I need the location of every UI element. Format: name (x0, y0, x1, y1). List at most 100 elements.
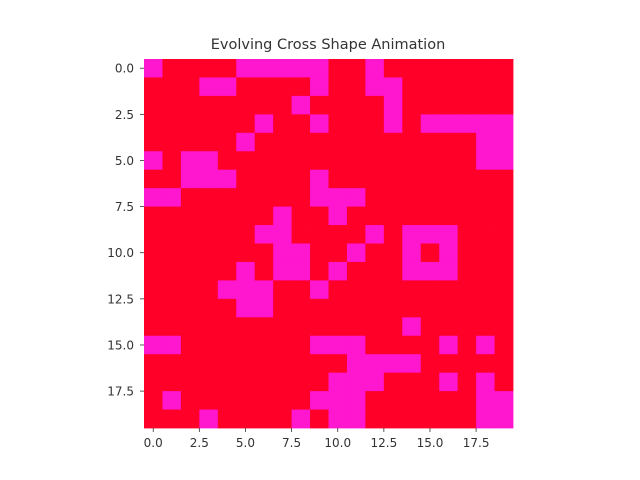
heatmap-cell (346, 169, 366, 189)
heatmap-cell (328, 95, 348, 115)
heatmap-cell (291, 95, 311, 115)
heatmap-cell (457, 169, 477, 189)
heatmap-cell (420, 59, 440, 78)
heatmap-cell (217, 354, 237, 374)
heatmap-cell (439, 280, 459, 300)
heatmap-cell (162, 169, 182, 189)
heatmap-cell (310, 280, 329, 300)
heatmap-cell (494, 132, 514, 152)
heatmap-cell (494, 169, 514, 189)
heatmap-cell (199, 335, 219, 355)
heatmap-cell (402, 225, 422, 244)
heatmap-cell (199, 151, 219, 171)
heatmap-cell (273, 261, 292, 281)
heatmap-cell (476, 206, 495, 226)
heatmap-cell (365, 225, 385, 244)
heatmap-cell (310, 409, 329, 429)
heatmap-cell (328, 169, 348, 189)
heatmap-cell (291, 372, 311, 392)
heatmap-cell (254, 391, 274, 410)
heatmap-cell (236, 132, 256, 152)
heatmap-cell (144, 298, 163, 318)
heatmap-cell (328, 77, 348, 97)
heatmap-cell (180, 280, 200, 300)
heatmap-cell (420, 280, 440, 300)
heatmap-cell (291, 391, 311, 410)
heatmap-cell (144, 391, 163, 410)
heatmap-cell (402, 391, 422, 410)
heatmap-cell (291, 225, 311, 244)
heatmap-cell (254, 280, 274, 300)
heatmap-cell (402, 354, 422, 374)
heatmap-cell (402, 409, 422, 429)
heatmap-cell (402, 298, 422, 318)
heatmap-cell (217, 243, 237, 263)
heatmap-cell (162, 95, 182, 115)
heatmap-cell (439, 132, 459, 152)
heatmap-cell (217, 151, 237, 171)
heatmap-cell (494, 335, 514, 355)
heatmap-cell (180, 243, 200, 263)
heatmap-cell (328, 372, 348, 392)
heatmap-cell (383, 169, 403, 189)
heatmap-cell (254, 261, 274, 281)
heatmap-cell (310, 335, 329, 355)
heatmap-cell (476, 114, 495, 134)
heatmap-cell (328, 225, 348, 244)
heatmap-cell (494, 317, 514, 337)
heatmap-cell (180, 169, 200, 189)
heatmap-cell (199, 225, 219, 244)
heatmap-cell (199, 77, 219, 97)
heatmap-cell (365, 261, 385, 281)
heatmap-cell (254, 298, 274, 318)
heatmap-cell (476, 59, 495, 78)
heatmap-cell (144, 114, 163, 134)
heatmap-cell (144, 261, 163, 281)
heatmap-cell (236, 59, 256, 78)
heatmap-cell (291, 354, 311, 374)
heatmap-cell (439, 77, 459, 97)
heatmap-cell (236, 298, 256, 318)
heatmap-cell (162, 298, 182, 318)
heatmap-cell (494, 206, 514, 226)
heatmap-cell (180, 188, 200, 207)
heatmap-cell (383, 409, 403, 429)
heatmap-cell (365, 391, 385, 410)
heatmap-cell (162, 59, 182, 78)
x-tick-label: 7.5 (282, 436, 301, 450)
heatmap-cell (328, 261, 348, 281)
heatmap-cell (162, 243, 182, 263)
heatmap-cell (144, 372, 163, 392)
heatmap-cell (383, 298, 403, 318)
heatmap-cell (199, 188, 219, 207)
heatmap-cell (273, 151, 292, 171)
heatmap-cell (180, 206, 200, 226)
heatmap-cell (365, 77, 385, 97)
heatmap-cell (402, 280, 422, 300)
heatmap-cell (199, 317, 219, 337)
heatmap-cell (217, 372, 237, 392)
heatmap-cell (457, 114, 477, 134)
heatmap-cell (383, 132, 403, 152)
heatmap-cell (162, 354, 182, 374)
heatmap-cell (236, 261, 256, 281)
heatmap-cell (217, 298, 237, 318)
heatmap-cell (180, 391, 200, 410)
heatmap-cell (254, 409, 274, 429)
heatmap-cell (328, 151, 348, 171)
heatmap-cell (199, 354, 219, 374)
heatmap-cell (494, 243, 514, 263)
heatmap-cell (328, 409, 348, 429)
heatmap-cell (494, 77, 514, 97)
heatmap-cell (346, 372, 366, 392)
heatmap-cell (236, 206, 256, 226)
heatmap-cell (236, 114, 256, 134)
y-tick-label: 2.5 (115, 108, 134, 122)
heatmap-cell (180, 151, 200, 171)
heatmap-cell (383, 188, 403, 207)
heatmap-cell (199, 243, 219, 263)
heatmap-cell (310, 354, 329, 374)
heatmap-cell (365, 206, 385, 226)
heatmap-cell (162, 114, 182, 134)
